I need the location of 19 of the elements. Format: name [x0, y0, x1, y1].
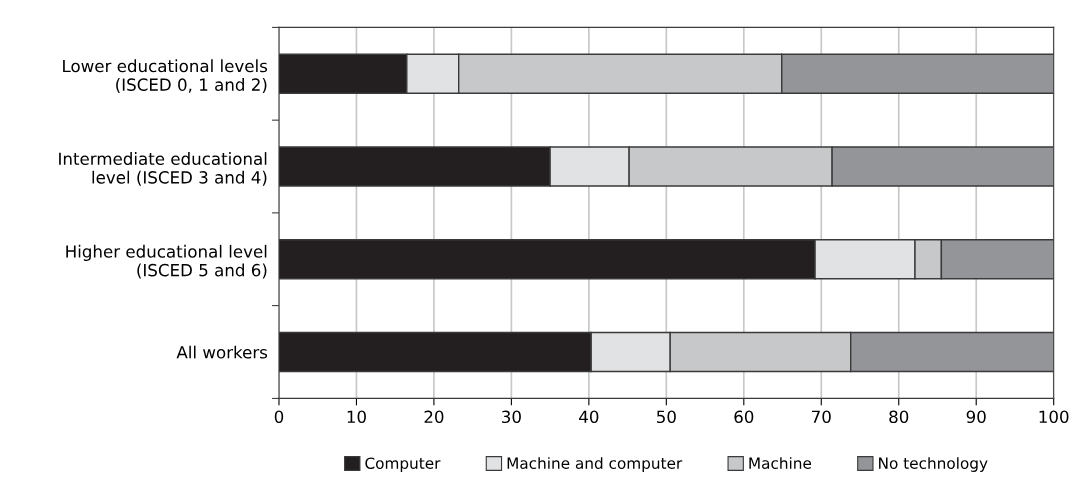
- x-tick-label: 70: [812, 410, 831, 424]
- y-tick-label: Higher educational level (ISCED 5 and 6): [66, 244, 267, 279]
- legend-label: Computer: [365, 457, 441, 472]
- x-tick-label: 90: [966, 410, 986, 424]
- legend-label: Machine and computer: [507, 457, 683, 472]
- legend-label: Machine: [749, 457, 812, 469]
- x-tick-label: 30: [502, 410, 521, 424]
- x-tick-label: 100: [1039, 410, 1069, 424]
- y-tick-label: Lower educational levels (ISCED 0, 1 and 2): [63, 59, 268, 93]
- y-tick-label: Intermediate educational level (ISCED 3 and 4): [59, 152, 267, 186]
- x-tick-label: 40: [579, 410, 599, 424]
- x-tick-label: 60: [734, 410, 754, 424]
- x-tick-label: 50: [657, 410, 676, 424]
- x-tick-label: 20: [424, 410, 444, 424]
- x-tick-label: 0: [274, 410, 284, 424]
- legend-label: No technology: [879, 457, 988, 472]
- x-tick-label: 10: [347, 410, 366, 424]
- y-tick-label: All workers: [176, 345, 268, 359]
- x-tick-label: 80: [889, 410, 909, 424]
